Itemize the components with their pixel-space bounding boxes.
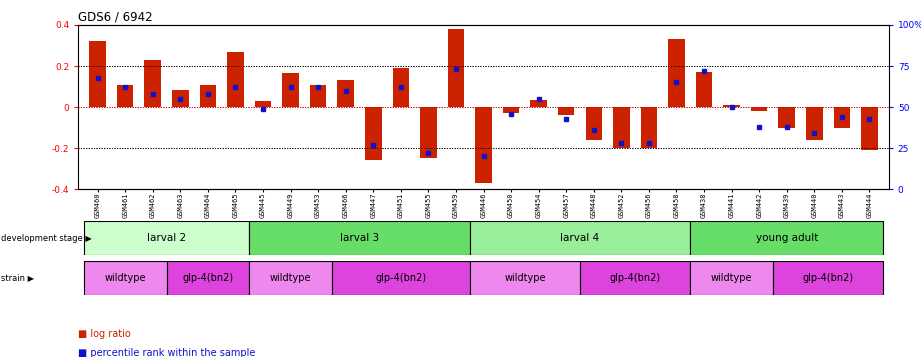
Text: glp-4(bn2): glp-4(bn2)	[610, 272, 660, 283]
Text: wildtype: wildtype	[711, 272, 752, 283]
Text: glp-4(bn2): glp-4(bn2)	[182, 272, 233, 283]
Bar	[200, 85, 216, 107]
Text: larval 4: larval 4	[561, 233, 600, 243]
Bar	[834, 107, 850, 128]
Bar	[723, 105, 740, 107]
Text: ■ percentile rank within the sample: ■ percentile rank within the sample	[78, 348, 256, 357]
Bar	[695, 72, 712, 107]
Text: development stage ▶: development stage ▶	[1, 234, 92, 243]
Bar	[84, 261, 167, 295]
Bar	[172, 90, 189, 107]
Bar	[530, 100, 547, 107]
Text: larval 2: larval 2	[147, 233, 186, 243]
Bar	[475, 107, 492, 183]
Bar	[117, 85, 134, 107]
Text: glp-4(bn2): glp-4(bn2)	[802, 272, 854, 283]
Bar	[145, 60, 161, 107]
Bar	[89, 41, 106, 107]
Bar	[250, 221, 470, 255]
Bar	[586, 107, 602, 140]
Bar	[503, 107, 519, 113]
Bar	[580, 261, 690, 295]
Bar	[613, 107, 630, 148]
Bar	[751, 107, 767, 111]
Bar	[227, 52, 244, 107]
Bar	[669, 39, 685, 107]
Bar	[84, 221, 250, 255]
Text: ■ log ratio: ■ log ratio	[78, 329, 131, 339]
Bar	[861, 107, 878, 150]
Bar	[392, 68, 409, 107]
Text: wildtype: wildtype	[270, 272, 311, 283]
Bar	[773, 261, 883, 295]
Bar	[309, 85, 326, 107]
Bar	[337, 80, 354, 107]
Bar	[167, 261, 250, 295]
Text: young adult: young adult	[755, 233, 818, 243]
Bar	[448, 29, 464, 107]
Bar	[365, 107, 381, 161]
Bar	[690, 221, 883, 255]
Bar	[470, 221, 690, 255]
Bar	[250, 261, 332, 295]
Bar	[778, 107, 795, 128]
Text: wildtype: wildtype	[504, 272, 545, 283]
Bar	[255, 101, 272, 107]
Text: wildtype: wildtype	[104, 272, 146, 283]
Bar	[690, 261, 773, 295]
Text: glp-4(bn2): glp-4(bn2)	[375, 272, 426, 283]
Bar	[282, 73, 298, 107]
Bar	[332, 261, 470, 295]
Bar	[420, 107, 437, 159]
Text: larval 3: larval 3	[340, 233, 379, 243]
Text: GDS6 / 6942: GDS6 / 6942	[78, 11, 153, 24]
Bar	[806, 107, 822, 140]
Bar	[641, 107, 658, 148]
Text: strain ▶: strain ▶	[1, 273, 34, 282]
Bar	[558, 107, 575, 115]
Bar	[470, 261, 580, 295]
